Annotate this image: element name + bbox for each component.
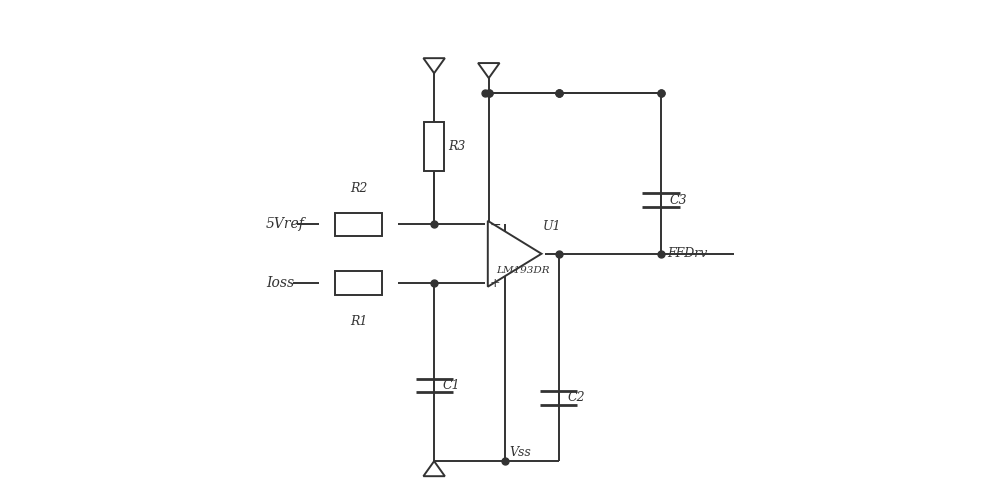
Text: 5Vref: 5Vref — [266, 218, 305, 231]
Text: R3: R3 — [448, 140, 465, 153]
Bar — [424, 122, 444, 171]
Text: C2: C2 — [567, 391, 585, 404]
Text: R2: R2 — [350, 182, 367, 195]
Text: R1: R1 — [350, 315, 367, 328]
Polygon shape — [488, 221, 541, 287]
Bar — [335, 271, 382, 295]
Text: C3: C3 — [670, 194, 687, 206]
Text: C1: C1 — [443, 379, 461, 392]
Text: U1: U1 — [542, 220, 561, 233]
Bar — [335, 213, 382, 236]
Text: FFDrv: FFDrv — [667, 247, 707, 260]
Text: Ioss: Ioss — [266, 276, 294, 290]
Text: +: + — [490, 277, 500, 289]
Text: Vss: Vss — [510, 446, 532, 459]
Text: −: − — [490, 218, 501, 231]
Text: LM193DR: LM193DR — [496, 266, 549, 275]
